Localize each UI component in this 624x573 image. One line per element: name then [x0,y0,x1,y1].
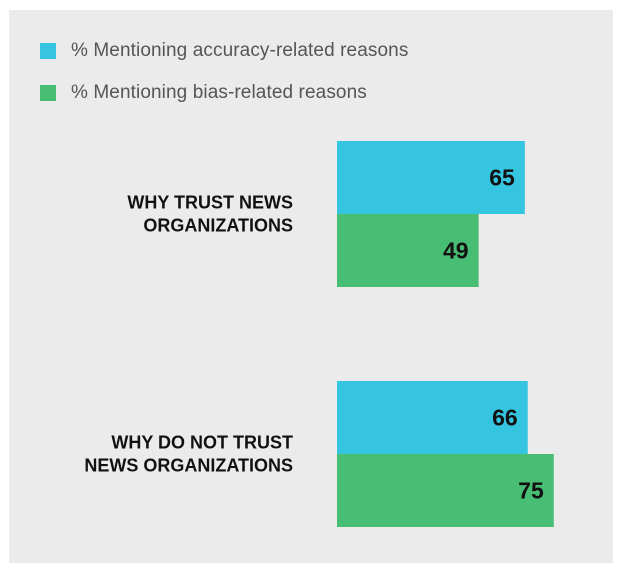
category-label: WHY DO NOT TRUST [111,433,293,453]
bar [337,381,528,454]
data-label: 65 [489,165,515,191]
legend-label-accuracy: % Mentioning accuracy-related reasons [71,40,409,61]
legend-swatch-accuracy [40,43,56,59]
legend: % Mentioning accuracy-related reasons % … [40,38,408,122]
category-label: ORGANIZATIONS [143,216,293,236]
bar [337,141,525,214]
legend-item-accuracy: % Mentioning accuracy-related reasons [40,38,408,64]
legend-label-bias: % Mentioning bias-related reasons [71,82,367,103]
bar [337,454,554,527]
data-label: 75 [518,478,544,504]
bar [337,214,479,287]
category-label: NEWS ORGANIZATIONS [84,456,293,476]
data-label: 49 [443,238,469,264]
data-label: 66 [492,405,518,431]
legend-item-bias: % Mentioning bias-related reasons [40,80,408,106]
legend-swatch-bias [40,85,56,101]
category-label: WHY TRUST NEWS [127,193,293,213]
